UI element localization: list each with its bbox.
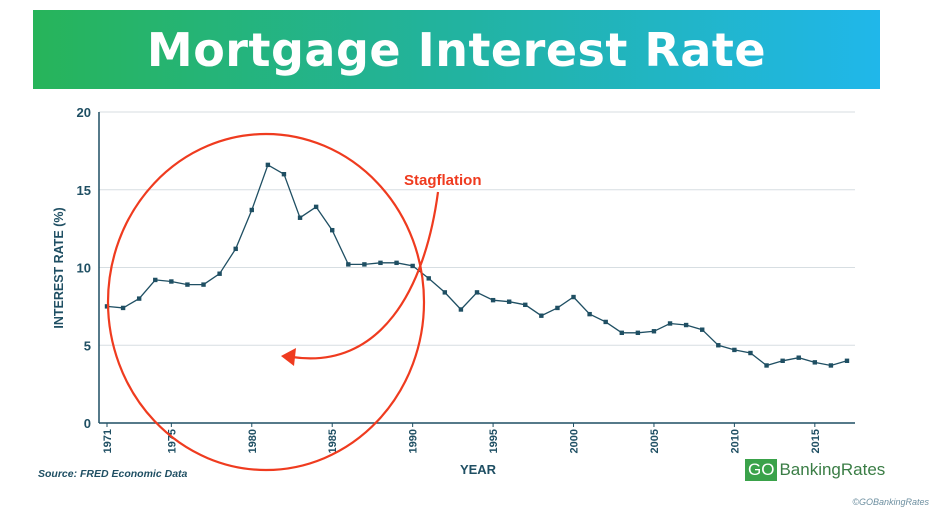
copyright: ©GOBankingRates	[852, 497, 929, 507]
data-point	[651, 329, 657, 334]
x-tick-label: 1980	[247, 429, 259, 453]
data-point	[201, 282, 206, 287]
data-point	[474, 290, 480, 295]
data-point	[812, 360, 818, 365]
x-tick-label: 1990	[408, 429, 420, 453]
data-point	[571, 294, 576, 300]
data-point	[523, 302, 528, 308]
x-tick-label: 1995	[488, 429, 500, 453]
data-point	[635, 330, 641, 336]
data-point	[265, 162, 271, 168]
x-tick-label: 2000	[569, 429, 581, 453]
data-point	[153, 277, 158, 283]
data-point	[587, 311, 592, 317]
data-point	[426, 276, 431, 281]
y-tick-label: 10	[77, 261, 91, 276]
chart-title: Mortgage Interest Rate	[146, 22, 767, 77]
data-point	[169, 279, 174, 284]
data-point	[828, 363, 834, 368]
data-point	[748, 350, 753, 356]
data-point	[217, 271, 222, 276]
data-point	[136, 296, 142, 301]
data-point	[281, 172, 287, 177]
x-axis-ticks: 1971 1975 1980 1985 1990 1995 2000 2005 2010 2015	[102, 423, 822, 453]
data-point	[844, 358, 850, 363]
data-point	[667, 321, 673, 326]
brand-logo-text: BankingRates	[779, 460, 886, 479]
data-point	[619, 330, 624, 336]
x-tick-label: 2010	[729, 429, 741, 453]
y-tick-label: 0	[84, 416, 91, 431]
y-tick-label: 15	[77, 183, 91, 198]
data-point	[796, 355, 801, 360]
x-tick-label: 2005	[649, 429, 661, 453]
data-point	[120, 305, 126, 311]
y-tick-label: 5	[84, 338, 91, 353]
data-point	[394, 260, 399, 266]
data-point	[716, 343, 721, 348]
data-points	[104, 162, 850, 368]
data-point	[603, 319, 608, 325]
x-axis-label: YEAR	[460, 462, 497, 477]
data-point	[185, 282, 190, 287]
data-point	[764, 363, 769, 368]
data-point	[490, 297, 496, 303]
x-tick-label: 1985	[327, 429, 339, 453]
grid	[99, 111, 855, 346]
data-point	[233, 246, 238, 252]
data-point	[346, 262, 351, 267]
data-point	[700, 327, 705, 332]
data-point	[313, 204, 319, 210]
data-point	[539, 313, 544, 318]
data-point	[555, 305, 560, 311]
data-point	[297, 215, 303, 220]
data-point	[330, 227, 335, 233]
brand-logo: GO BankingRates	[745, 458, 885, 482]
title-banner: Mortgage Interest Rate	[33, 10, 880, 89]
brand-logo-go: GO	[745, 459, 778, 481]
data-point	[458, 307, 464, 312]
x-tick-label: 2015	[810, 429, 822, 453]
x-tick-label: 1971	[102, 429, 114, 453]
axes	[98, 112, 855, 424]
data-point	[249, 207, 254, 213]
data-point	[410, 263, 415, 269]
annotation-arrowhead	[281, 348, 296, 366]
stagflation-annotation: Stagflation	[106, 132, 482, 472]
y-axis-label: INTEREST RATE (%)	[52, 207, 66, 328]
data-point	[378, 260, 383, 266]
data-point	[506, 299, 512, 304]
data-point	[732, 347, 737, 353]
y-tick-label: 20	[77, 105, 91, 120]
data-point	[442, 290, 448, 295]
y-axis-ticks: 0 5 10 15 20	[77, 105, 91, 431]
data-point	[780, 358, 785, 363]
annotation-label: Stagflation	[404, 172, 482, 189]
data-point	[362, 262, 367, 267]
series-line	[106, 163, 848, 367]
annotation-arrow	[291, 191, 440, 360]
annotation-circle	[106, 132, 426, 472]
source-note: Source: FRED Economic Data	[38, 468, 188, 480]
data-point	[683, 322, 689, 328]
